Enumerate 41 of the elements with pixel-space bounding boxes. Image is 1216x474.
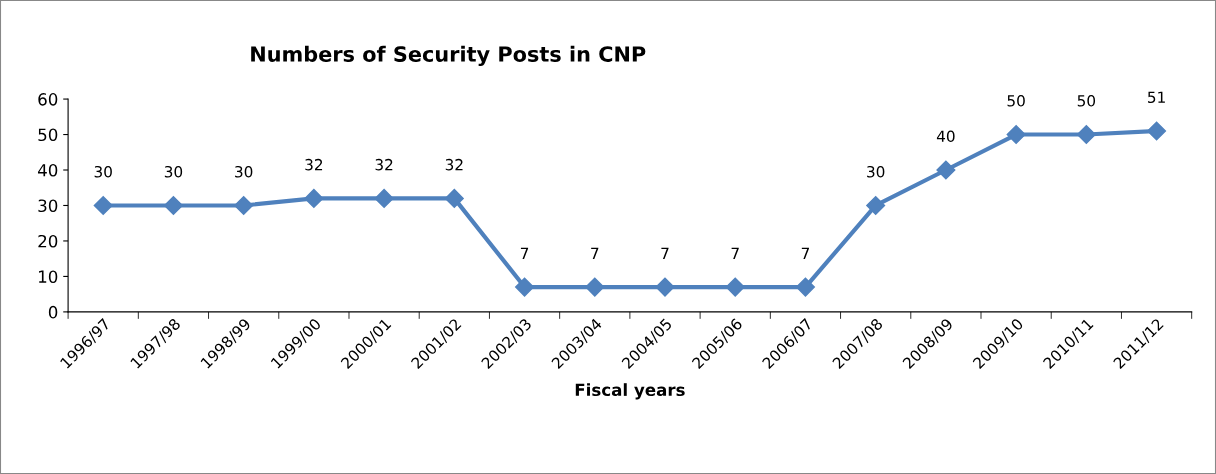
data-label: 32 <box>375 158 393 171</box>
chart-title: Numbers of Security Posts in CNP <box>251 45 646 67</box>
point <box>725 277 745 297</box>
data-label: 7 <box>801 247 809 259</box>
data-label: 32 <box>305 158 323 171</box>
y-tick-label: 40 <box>37 163 58 177</box>
data-label: 50 <box>1007 95 1025 107</box>
point <box>936 160 956 180</box>
point <box>655 277 675 297</box>
point <box>795 277 815 297</box>
data-label: 51 <box>1148 91 1165 104</box>
y-tick-label: 50 <box>38 128 58 142</box>
data-label: 50 <box>1077 95 1096 107</box>
data-label: 30 <box>164 165 183 178</box>
y-tick-label: 20 <box>38 234 58 248</box>
x-axis-title: Fiscal years <box>575 383 685 400</box>
point <box>93 195 113 216</box>
point <box>585 277 605 297</box>
point <box>866 195 886 216</box>
point <box>163 195 183 216</box>
point <box>374 188 394 208</box>
data-label: 7 <box>591 247 599 259</box>
data-label: 40 <box>936 130 955 143</box>
y-tick-label: 60 <box>38 93 58 106</box>
point <box>304 188 324 208</box>
y-tick-label: 0 <box>48 305 58 319</box>
y-tick-label: 10 <box>39 270 58 283</box>
point <box>1147 121 1167 141</box>
data-label: 32 <box>445 158 463 171</box>
point <box>1006 125 1026 145</box>
point <box>515 277 535 297</box>
data-label: 30 <box>235 165 253 178</box>
y-tick-label: 30 <box>38 199 58 213</box>
point <box>234 195 254 216</box>
data-label: 7 <box>731 247 739 259</box>
data-label: 30 <box>867 165 885 178</box>
point <box>444 188 464 208</box>
data-label: 7 <box>520 247 529 259</box>
data-label: 7 <box>661 247 669 259</box>
data-label: 30 <box>94 165 112 178</box>
point <box>1076 125 1096 145</box>
